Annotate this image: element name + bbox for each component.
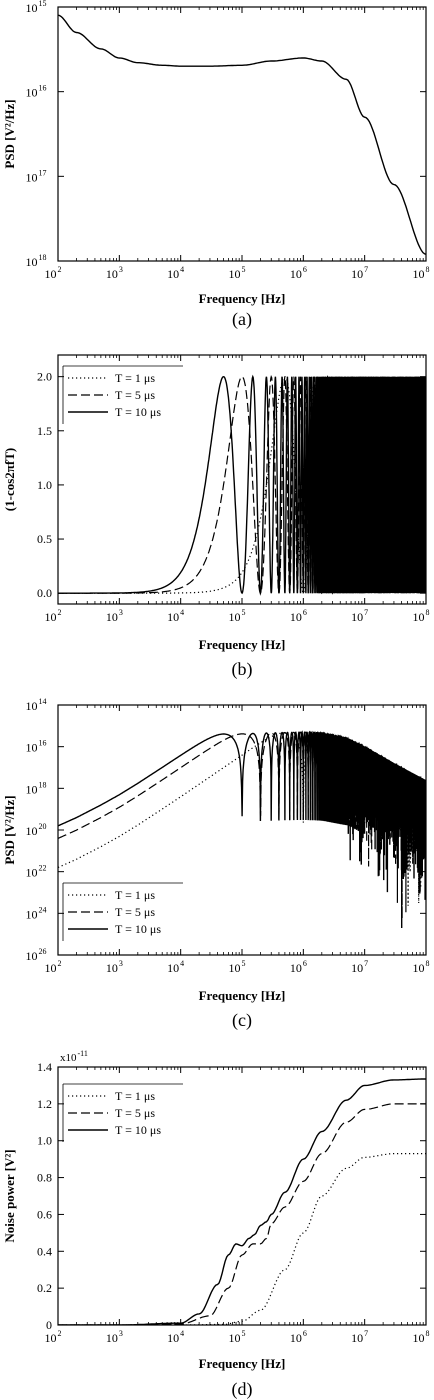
y-tick-label: 1015 — [26, 0, 47, 15]
legend: T = 1 μs T = 5 μs T = 10 μs — [62, 365, 183, 424]
x-tick-label: 106 — [290, 959, 307, 975]
x-tick-label: 106 — [290, 265, 307, 281]
x-tick-label: 102 — [45, 959, 62, 975]
x-tick-label: 108 — [413, 265, 430, 281]
x-tick-label: 107 — [351, 608, 368, 624]
y-tick-label: 0.8 — [37, 1171, 52, 1185]
x-tick-label: 107 — [351, 1329, 368, 1345]
x-tick-label: 104 — [167, 1329, 184, 1345]
y-tick-label: 1014 — [26, 697, 47, 713]
series-solid — [58, 730, 426, 928]
x-tick-label: 103 — [106, 959, 123, 975]
x-tick-label: 102 — [45, 608, 62, 624]
plot-frame — [57, 1066, 427, 1326]
x-tick-label: 107 — [351, 265, 368, 281]
x-tick-label: 102 — [45, 265, 62, 281]
legend-label: T = 5 μs — [115, 1106, 155, 1120]
x-tick-label: 105 — [229, 265, 246, 281]
x-tick-label: 108 — [413, 608, 430, 624]
x-tick-label: 108 — [413, 959, 430, 975]
plot-frame — [57, 704, 427, 956]
plot-frame — [57, 6, 427, 262]
y-tick-label: 0.5 — [37, 532, 52, 546]
legend-label: T = 10 μs — [115, 1123, 161, 1137]
y-tick-label: 1018 — [26, 253, 47, 269]
y-tick-label: 1018 — [26, 780, 47, 796]
series-solid — [58, 1078, 426, 1325]
chart-c: 102 103 104 105 106 107 108 1014 1016 1018 1020 102… — [2, 697, 430, 1031]
x-tick-label: 107 — [351, 959, 368, 975]
legend-label: T = 10 μs — [115, 922, 161, 936]
x-tick-label: 106 — [290, 1329, 307, 1345]
y-tick-label: 0.6 — [37, 1207, 52, 1221]
y-tick-label: 1.2 — [37, 1097, 52, 1111]
y-tick-label: 0.2 — [37, 1281, 52, 1295]
y-tick-label: 1017 — [26, 168, 47, 184]
x-tick-label: 108 — [413, 1329, 430, 1345]
x-axis-label: Frequency [Hz] — [199, 637, 286, 652]
x-tick-label: 103 — [106, 608, 123, 624]
series-solid — [58, 374, 426, 596]
chart-a: 102 103 104 105 106 107 108 1015 1016 1017 1018 Fre… — [2, 0, 430, 330]
legend-label: T = 10 μs — [115, 405, 161, 419]
legend-label: T = 1 μs — [115, 1089, 155, 1103]
x-tick-label: 104 — [167, 265, 184, 281]
y-tick-label: 1.4 — [37, 1060, 52, 1074]
series-solid — [58, 14, 426, 255]
x-tick-label: 105 — [229, 959, 246, 975]
legend-label: T = 5 μs — [115, 905, 155, 919]
panel-caption: (d) — [232, 1379, 253, 1400]
series-dashed — [58, 1103, 426, 1325]
x-tick-label: 105 — [229, 1329, 246, 1345]
y-tick-label: 1020 — [26, 822, 47, 838]
legend-label: T = 5 μs — [115, 388, 155, 402]
legend-label: T = 1 μs — [115, 371, 155, 385]
y-axis-label: PSD [V²/Hz] — [2, 795, 17, 864]
y-tick-label: 1026 — [26, 947, 47, 963]
x-axis-label: Frequency [Hz] — [199, 988, 286, 1003]
panel-caption: (c) — [232, 1010, 252, 1031]
y-tick-label: 0.4 — [37, 1244, 52, 1258]
x-tick-label: 105 — [229, 608, 246, 624]
y-multiplier: x10-11 — [60, 1049, 88, 1064]
x-tick-label: 103 — [106, 1329, 123, 1345]
y-tick-label: 1016 — [26, 84, 47, 100]
y-axis-label: Noise power [V²] — [2, 1149, 17, 1242]
x-axis-label: Frequency [Hz] — [199, 1356, 286, 1371]
x-axis-label: Frequency [Hz] — [199, 291, 286, 306]
y-tick-label: 1022 — [26, 864, 47, 880]
y-tick-label: 1.0 — [37, 478, 52, 492]
x-tick-label: 104 — [167, 959, 184, 975]
y-tick-label: 1.0 — [37, 1134, 52, 1148]
chart-b: 102 103 104 105 106 107 108 0.0 0.5 1.0 1.5 2.0 Freq… — [2, 354, 430, 680]
legend: T = 1 μs T = 5 μs T = 10 μs — [62, 1083, 183, 1142]
series-dotted — [58, 1153, 426, 1325]
y-tick-label: 1.5 — [37, 424, 52, 438]
panel-caption: (a) — [232, 309, 252, 330]
y-tick-label: 2.0 — [37, 370, 52, 384]
y-tick-label: 1016 — [26, 739, 47, 755]
chart-d: 102 103 104 105 106 107 10800.20.40.60.81.01.2… — [2, 1049, 430, 1400]
x-tick-label: 106 — [290, 608, 307, 624]
panel-caption: (b) — [232, 659, 253, 680]
y-tick-label: 1024 — [26, 905, 47, 921]
legend: T = 1 μs T = 5 μs T = 10 μs — [62, 882, 183, 941]
y-axis-label: (1-cos2πfT) — [2, 448, 17, 511]
x-tick-label: 103 — [106, 265, 123, 281]
y-tick-label: 0.0 — [37, 586, 52, 600]
y-tick-label: 0 — [46, 1318, 52, 1332]
legend-label: T = 1 μs — [115, 888, 155, 902]
x-tick-label: 104 — [167, 608, 184, 624]
y-axis-label: PSD [V²/Hz] — [2, 99, 17, 168]
